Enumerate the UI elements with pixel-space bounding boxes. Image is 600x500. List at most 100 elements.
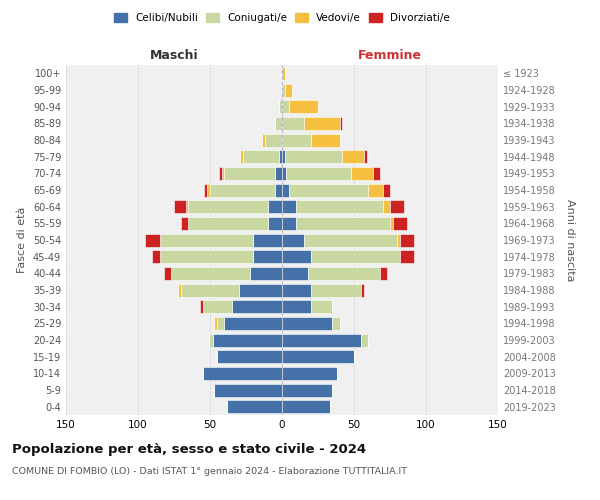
Bar (171, 267, 250, 280)
Bar (253, 250, 282, 263)
Bar (282, 350, 354, 363)
Bar (282, 100, 289, 113)
Bar (311, 250, 400, 263)
Bar (304, 234, 397, 246)
Bar (213, 334, 282, 346)
Bar (164, 267, 171, 280)
Bar (253, 234, 282, 246)
Bar (289, 184, 368, 196)
Bar (275, 117, 282, 130)
Bar (181, 217, 188, 230)
Bar (174, 200, 185, 213)
Bar (200, 300, 203, 313)
Bar (210, 184, 275, 196)
Bar (232, 300, 282, 313)
Bar (185, 200, 188, 213)
Bar (275, 184, 282, 196)
Bar (217, 350, 282, 363)
Bar (351, 167, 373, 180)
Bar (332, 317, 340, 330)
Bar (285, 150, 343, 163)
Bar (311, 134, 340, 146)
Text: Maschi: Maschi (149, 48, 199, 62)
Bar (282, 200, 296, 213)
Bar (207, 184, 210, 196)
Bar (279, 150, 282, 163)
Bar (296, 217, 390, 230)
Bar (393, 217, 407, 230)
Bar (286, 167, 351, 180)
Bar (268, 200, 282, 213)
Bar (383, 184, 390, 196)
Bar (285, 84, 292, 96)
Bar (282, 150, 285, 163)
Bar (214, 384, 282, 396)
Bar (218, 167, 221, 180)
Bar (282, 367, 337, 380)
Bar (361, 284, 364, 296)
Bar (188, 200, 268, 213)
Y-axis label: Fasce di età: Fasce di età (17, 207, 27, 273)
Bar (361, 334, 368, 346)
Bar (308, 267, 380, 280)
Bar (282, 217, 296, 230)
Bar (224, 167, 275, 180)
Bar (380, 267, 387, 280)
Bar (311, 284, 361, 296)
Bar (152, 250, 160, 263)
Bar (203, 367, 282, 380)
Bar (265, 134, 282, 146)
Bar (282, 67, 285, 80)
Bar (209, 334, 213, 346)
Bar (178, 284, 181, 296)
Bar (203, 300, 232, 313)
Bar (282, 284, 311, 296)
Bar (240, 150, 243, 163)
Bar (282, 300, 311, 313)
Bar (221, 167, 224, 180)
Bar (390, 217, 393, 230)
Bar (282, 317, 332, 330)
Text: Popolazione per età, sesso e stato civile - 2024: Popolazione per età, sesso e stato civil… (12, 442, 366, 456)
Bar (181, 284, 239, 296)
Bar (204, 184, 207, 196)
Bar (243, 150, 279, 163)
Bar (373, 167, 380, 180)
Text: Femmine: Femmine (358, 48, 422, 62)
Bar (279, 100, 282, 113)
Bar (262, 134, 265, 146)
Bar (160, 234, 253, 246)
Bar (282, 400, 329, 413)
Bar (304, 117, 340, 130)
Bar (282, 234, 304, 246)
Bar (282, 267, 308, 280)
Bar (282, 117, 304, 130)
Bar (296, 200, 383, 213)
Bar (282, 134, 311, 146)
Bar (383, 200, 390, 213)
Y-axis label: Anni di nascita: Anni di nascita (565, 198, 575, 281)
Bar (282, 184, 289, 196)
Bar (224, 317, 282, 330)
Bar (390, 200, 404, 213)
Bar (340, 117, 343, 130)
Bar (227, 400, 282, 413)
Bar (250, 267, 282, 280)
Bar (343, 150, 364, 163)
Bar (397, 234, 400, 246)
Bar (282, 167, 286, 180)
Bar (145, 234, 160, 246)
Bar (311, 300, 332, 313)
Bar (364, 150, 367, 163)
Bar (282, 84, 285, 96)
Bar (282, 384, 332, 396)
Bar (400, 234, 415, 246)
Bar (160, 250, 253, 263)
Bar (368, 184, 383, 196)
Bar (214, 317, 217, 330)
Bar (282, 250, 311, 263)
Bar (275, 167, 282, 180)
Bar (217, 317, 224, 330)
Bar (239, 284, 282, 296)
Bar (282, 334, 361, 346)
